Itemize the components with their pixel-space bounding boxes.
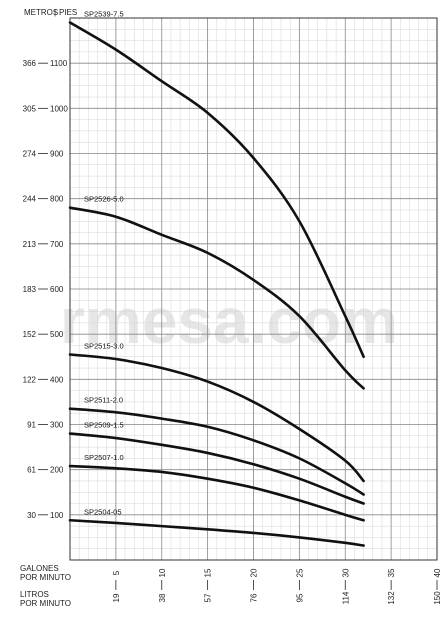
- x-tick-gpm: 5: [112, 570, 121, 575]
- x-tick: 40 150: [433, 568, 442, 605]
- x-tick-lpm: 150: [433, 591, 442, 605]
- y-tick-pies: 1100: [50, 59, 68, 68]
- y-tick-pies: 800: [50, 195, 64, 204]
- series-label: SP2511-2.0: [84, 396, 123, 405]
- y-tick-metros: 30: [27, 511, 36, 520]
- x-axis-label-galones-2: POR MINUTO: [20, 573, 71, 582]
- y-tick-metros: 305: [23, 104, 37, 113]
- series-label: SP2539-7.5: [84, 10, 124, 19]
- y-tick-metros: 366: [23, 59, 37, 68]
- series-line: [68, 464, 365, 522]
- y-tick-pies: 600: [50, 285, 64, 294]
- series-labels: SP2539-7.5 SP2526-5.0 SP2515-3.0 SP2511-2.0…: [84, 10, 124, 517]
- x-axis-label-litros-2: POR MINUTO: [20, 599, 71, 608]
- x-tick-lpm: 132: [387, 591, 396, 605]
- series-line: [68, 21, 365, 359]
- x-tick: 25 95: [295, 568, 304, 602]
- x-tick-lpm: 38: [158, 593, 167, 602]
- y-tick-pies: 900: [50, 150, 64, 159]
- y-tick-pies: 400: [50, 375, 64, 384]
- y-tick-metros: 274: [23, 150, 37, 159]
- watermark: rmesa.com: [60, 285, 398, 357]
- x-tick-gpm: 20: [250, 568, 259, 577]
- y-tick-metros: 244: [23, 195, 37, 204]
- series-label: SP2515-3.0: [84, 341, 124, 350]
- plot-frame: [69, 17, 438, 561]
- y-tick-metros: 61: [27, 466, 36, 475]
- series-line: [68, 432, 365, 505]
- series-line: [68, 407, 365, 496]
- series-line: [68, 206, 365, 390]
- x-tick-lpm: 57: [204, 593, 213, 602]
- x-tick: 10 38: [158, 568, 167, 602]
- y-tick-metros: 183: [23, 285, 37, 294]
- x-tick-gpm: 30: [341, 568, 350, 577]
- x-axis-label-litros-1: LITROS: [20, 590, 49, 599]
- axes: [69, 17, 438, 561]
- x-tick-lpm: 19: [112, 593, 121, 602]
- y-tick-metros: 122: [23, 375, 37, 384]
- series-line: [68, 518, 365, 547]
- x-tick-gpm: 10: [158, 568, 167, 577]
- x-tick-lpm: 114: [341, 591, 350, 604]
- series-label: SP2509-1.5: [84, 421, 124, 430]
- y-axis-label-pies: PIES: [59, 8, 77, 17]
- y-tick-metros: 213: [23, 240, 37, 249]
- series-label: SP2507-1.0: [84, 453, 124, 462]
- x-tick-gpm: 25: [295, 568, 304, 577]
- y-axis-label-separator: |: [54, 8, 56, 17]
- y-axis-label-metros: METROS: [24, 8, 58, 17]
- x-tick-gpm: 15: [204, 568, 213, 577]
- y-tick-pies: 500: [50, 330, 64, 339]
- x-tick: 35 132: [387, 568, 396, 605]
- series-label: SP2526-5.0: [84, 195, 124, 204]
- x-tick-lpm: 76: [250, 593, 259, 602]
- x-tick-lpm: 95: [295, 593, 304, 602]
- y-tick-pies: 700: [50, 240, 64, 249]
- x-axis-label-galones-1: GALONES: [20, 564, 59, 573]
- series-lines: [68, 21, 365, 547]
- y-tick-metros: 152: [23, 330, 37, 339]
- x-tick: 5 19: [112, 570, 121, 602]
- y-tick-pies: 200: [50, 466, 64, 475]
- series-label: SP2504-05: [84, 507, 122, 516]
- series-line: [68, 353, 365, 483]
- x-tick: 30 114: [341, 568, 350, 604]
- y-tick-pies: 1000: [50, 104, 68, 113]
- x-tick-gpm: 35: [387, 568, 396, 577]
- y-tick-pies: 300: [50, 421, 64, 430]
- y-tick-labels: 30 100 61 200 91 300 122 400 152 500 183 600 213 700 2…: [23, 59, 69, 520]
- x-tick-gpm: 40: [433, 568, 442, 577]
- y-tick-metros: 91: [27, 421, 36, 430]
- y-tick-pies: 100: [50, 511, 64, 520]
